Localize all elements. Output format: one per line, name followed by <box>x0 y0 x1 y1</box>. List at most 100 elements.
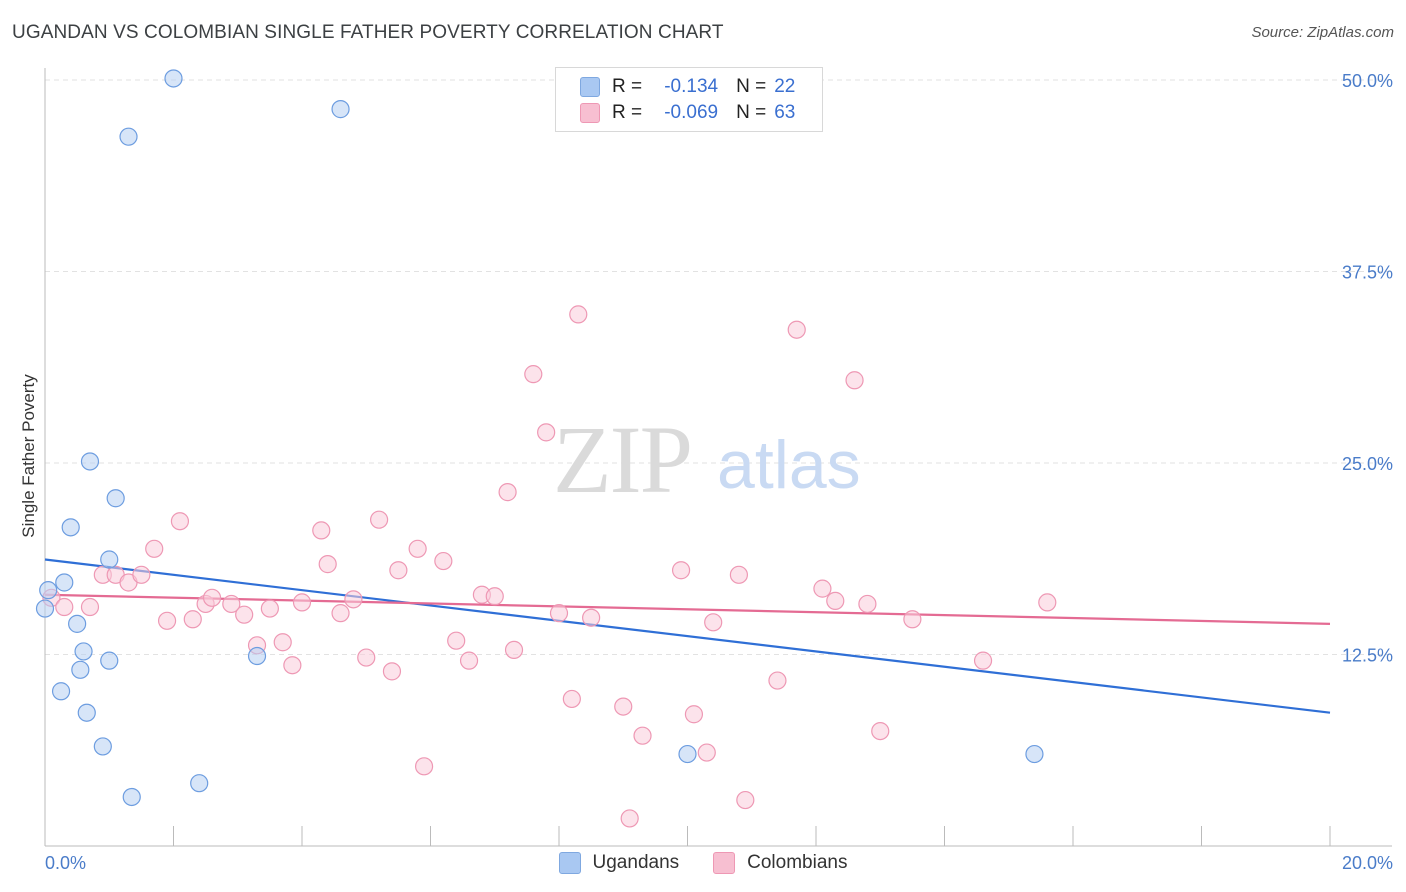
data-point-colombians <box>183 610 202 629</box>
data-point-colombians <box>331 604 350 623</box>
data-point-ugandans <box>100 550 119 569</box>
y-tick-label: 25.0% <box>1342 454 1393 474</box>
data-point-colombians <box>537 423 556 442</box>
data-point-colombians <box>549 604 569 623</box>
data-point-colombians <box>344 590 363 609</box>
data-point-ugandans <box>77 703 96 722</box>
data-point-colombians <box>704 613 723 632</box>
watermark-zip: ZIP <box>553 406 691 513</box>
data-point-colombians <box>283 656 302 675</box>
data-point-colombians <box>370 510 389 529</box>
y-tick-label: 37.5% <box>1342 263 1393 283</box>
legend-swatch-colombians <box>580 103 600 123</box>
data-point-colombians <box>871 721 890 741</box>
y-tick-label: 50.0% <box>1342 71 1393 91</box>
chart-title: UGANDAN VS COLOMBIAN SINGLE FATHER POVER… <box>12 22 724 43</box>
data-points <box>35 69 1057 828</box>
data-point-colombians <box>235 605 254 624</box>
legend-n-value: 22 <box>774 76 796 97</box>
trend-lines <box>44 558 1331 714</box>
trend-line-ugandans <box>44 558 1331 714</box>
legend-swatch-ugandans <box>580 77 600 97</box>
data-point-colombians <box>382 662 402 681</box>
legend-r-value: -0.069 <box>664 102 719 123</box>
data-point-colombians <box>485 587 504 606</box>
data-point-ugandans <box>1025 744 1044 764</box>
data-point-colombians <box>684 705 704 724</box>
data-point-ugandans <box>119 127 138 146</box>
legend-row-ugandans: R = -0.134 N = 22 <box>580 75 795 99</box>
x-tick-label: 0.0% <box>45 853 86 873</box>
data-point-colombians <box>787 320 806 339</box>
data-point-ugandans <box>331 100 350 119</box>
legend-n-label: N = <box>736 76 767 97</box>
y-axis-label: Single Father Poverty <box>19 374 38 538</box>
correlation-legend: R = -0.134 N = 22 R = -0.069 N = 63 <box>555 67 823 132</box>
data-point-ugandans <box>68 614 87 633</box>
legend-label-ugandans: Ugandans <box>592 852 680 873</box>
data-point-ugandans <box>71 660 90 679</box>
data-point-colombians <box>671 561 691 580</box>
data-point-colombians <box>633 726 652 745</box>
data-point-colombians <box>562 689 581 709</box>
data-point-colombians <box>132 565 151 584</box>
data-point-colombians <box>736 790 755 810</box>
data-point-colombians <box>202 588 222 607</box>
y-tick-labels: 12.5% 25.0% 37.5% 50.0% <box>1342 71 1393 666</box>
source-label: Source: ZipAtlas.com <box>1251 24 1394 41</box>
data-point-colombians <box>826 591 845 610</box>
data-point-colombians <box>504 640 524 660</box>
data-point-colombians <box>312 521 331 540</box>
y-tick-label: 12.5% <box>1342 646 1393 666</box>
watermark-atlas: atlas <box>717 427 861 503</box>
data-point-colombians <box>498 483 517 502</box>
watermark: ZIP atlas <box>553 406 861 513</box>
data-point-ugandans <box>55 573 74 592</box>
data-point-colombians <box>80 597 100 617</box>
data-point-colombians <box>582 608 601 627</box>
data-point-colombians <box>903 610 922 629</box>
legend-item-ugandans[interactable]: Ugandans <box>558 852 680 874</box>
data-point-ugandans <box>106 489 125 508</box>
data-point-colombians <box>222 594 241 614</box>
data-point-colombians <box>292 593 312 612</box>
data-point-ugandans <box>80 452 100 471</box>
data-point-colombians <box>858 594 877 614</box>
data-point-colombians <box>357 648 376 667</box>
data-point-colombians <box>729 565 749 584</box>
axes <box>44 68 1392 847</box>
data-point-ugandans <box>39 581 58 600</box>
legend-row-colombians: R = -0.069 N = 63 <box>580 101 795 125</box>
legend-n-label: N = <box>736 102 767 123</box>
legend-r-value: -0.134 <box>664 76 719 97</box>
data-point-colombians <box>1038 593 1057 612</box>
legend-r-label: R = <box>612 76 643 97</box>
data-point-ugandans <box>74 642 93 661</box>
data-point-ugandans <box>100 651 119 670</box>
data-point-ugandans <box>35 599 55 618</box>
data-point-ugandans <box>61 518 80 537</box>
data-point-colombians <box>813 579 832 598</box>
legend-item-colombians[interactable]: Colombians <box>713 852 847 874</box>
data-point-colombians <box>145 539 164 558</box>
data-point-colombians <box>569 305 588 324</box>
series-legend: Ugandans Colombians <box>0 852 1406 874</box>
data-point-colombians <box>157 611 177 630</box>
trend-line-colombians <box>44 593 1331 625</box>
data-point-colombians <box>260 599 279 618</box>
data-point-ugandans <box>678 744 697 764</box>
legend-label-colombians: Colombians <box>747 852 848 873</box>
data-point-colombians <box>273 633 292 652</box>
data-point-colombians <box>170 512 190 531</box>
legend-r-label: R = <box>612 102 643 123</box>
data-point-colombians <box>414 757 434 776</box>
data-point-colombians <box>55 597 74 617</box>
data-point-ugandans <box>51 682 71 701</box>
data-point-colombians <box>614 697 633 716</box>
data-point-colombians <box>845 371 864 390</box>
legend-swatch-ugandans <box>558 852 581 874</box>
x-tick-labels: 0.0% 20.0% <box>45 853 1393 873</box>
legend-swatch-colombians <box>713 852 736 874</box>
gridlines <box>45 79 1392 655</box>
